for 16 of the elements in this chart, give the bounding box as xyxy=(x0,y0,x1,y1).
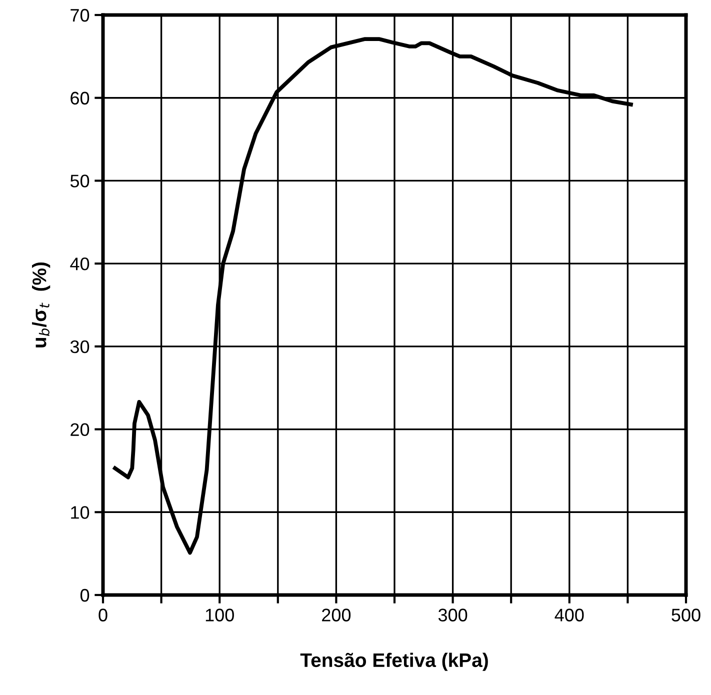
x-tick-label: 400 xyxy=(554,608,584,622)
y-tick-label: 20 xyxy=(70,423,90,436)
y-tick-label: 10 xyxy=(71,506,90,519)
x-tick-label: 300 xyxy=(438,608,468,622)
y-tick-label: 50 xyxy=(70,174,90,188)
y-axis-title: u$_{b}$/σ$_{t}$ (%) xyxy=(32,262,50,348)
x-axis-title: Tensão Efetiva (kPa) xyxy=(300,652,488,671)
y-tick-label: 0 xyxy=(80,588,90,602)
y-tick-label: 30 xyxy=(70,340,90,354)
y-tick-label: 40 xyxy=(70,258,90,270)
x-tick-label: 500 xyxy=(672,608,700,622)
y-tick-label: 60 xyxy=(70,92,90,105)
x-tick-label: 0 xyxy=(98,608,108,622)
x-tick-label: 200 xyxy=(322,608,351,622)
x-tick-label: 100 xyxy=(206,608,234,622)
y-tick-label: 70 xyxy=(70,8,90,22)
